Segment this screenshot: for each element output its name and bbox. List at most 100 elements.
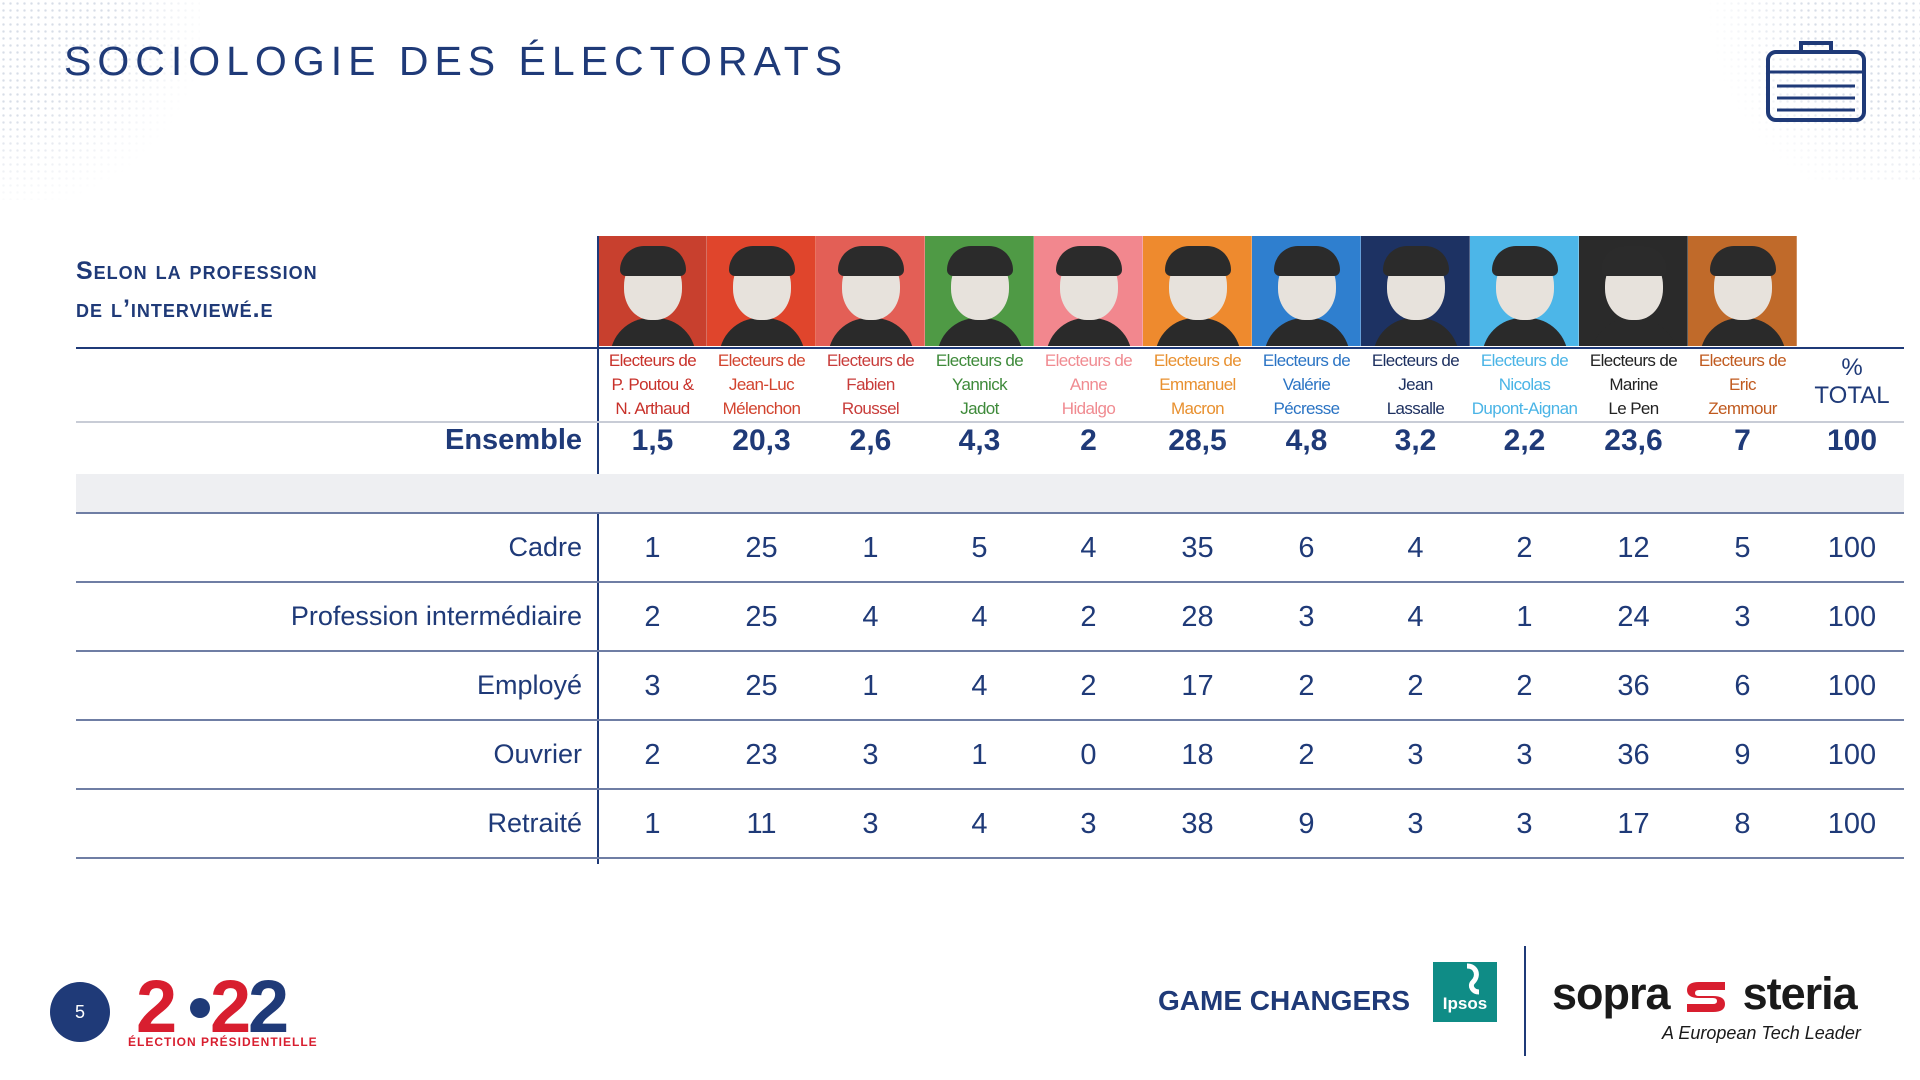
- column-header-line: Jean: [1398, 375, 1433, 394]
- candidate-photo: [1470, 236, 1579, 346]
- table-cell: 9: [1298, 808, 1315, 840]
- column-header-line: Jean-Luc: [728, 375, 795, 394]
- table-cell: 3: [1734, 601, 1751, 633]
- photo-shoulders: [719, 318, 805, 346]
- column-header: Electeurs de Fabien Roussel: [816, 348, 925, 422]
- photo-hair: [1492, 246, 1558, 276]
- table-cell: 1: [1516, 601, 1533, 633]
- candidate-photo: [816, 236, 925, 346]
- percent-sign: %: [1841, 354, 1863, 381]
- column-header: Electeurs de P. Poutou & N. Arthaud: [598, 348, 707, 422]
- photo-shoulders: [1591, 318, 1677, 346]
- ensemble-total: 100: [1826, 424, 1878, 457]
- table-cell: 3: [1080, 808, 1097, 840]
- column-header-line: Electeurs de: [1589, 351, 1678, 370]
- row-divider: [76, 788, 1904, 790]
- section-label-line1: Selon la profession: [76, 257, 318, 285]
- candidate-photos: [598, 236, 1797, 346]
- photo-shoulders: [1373, 318, 1459, 346]
- row-total: 100: [1827, 739, 1877, 771]
- column-header-line: N. Arthaud: [615, 399, 690, 418]
- column-header-line: Electeurs de: [1698, 351, 1787, 370]
- table-cell: 25: [745, 532, 778, 564]
- table-cell: 28: [1181, 601, 1214, 633]
- ensemble-value: 1,5: [631, 424, 674, 457]
- table-cell: 36: [1617, 670, 1650, 702]
- photo-hair: [947, 246, 1013, 276]
- row-values: 2 25 4 4 2 28 3 4 1 24 3: [598, 601, 1797, 634]
- column-header: Electeurs de Emmanuel Macron: [1143, 348, 1252, 422]
- divider: [76, 421, 1904, 423]
- table-cell: 5: [971, 532, 988, 564]
- photo-shoulders: [937, 318, 1023, 346]
- column-header: Electeurs de Eric Zemmour: [1688, 348, 1797, 422]
- table-cell: 17: [1617, 808, 1650, 840]
- column-header-line: Macron: [1170, 399, 1225, 418]
- table-cell: 3: [644, 670, 661, 702]
- table-row: Retraité 1 11 3 4 3 38 9 3 3 17 8 100: [0, 790, 1920, 859]
- table-cell: 6: [1734, 670, 1751, 702]
- table-row: Ouvrier 2 23 3 1 0 18 2 3 3 36 9 100: [0, 721, 1920, 790]
- row-label: Employé: [476, 670, 582, 700]
- table-cell: 3: [1407, 808, 1424, 840]
- ensemble-value: 2: [1080, 424, 1097, 457]
- divider: [76, 347, 1904, 349]
- column-header-line: Dupont-Aignan: [1471, 399, 1578, 418]
- photo-shoulders: [1155, 318, 1241, 346]
- candidate-photo: [1688, 236, 1797, 346]
- table-row: Profession intermédiaire 2 25 4 4 2 28 3 4 1 24 3 10…: [0, 583, 1920, 652]
- footer-separator: [1524, 946, 1526, 1056]
- candidate-photo: [1034, 236, 1143, 346]
- table-cell: 36: [1617, 739, 1650, 771]
- table-cell: 2: [1298, 670, 1315, 702]
- row-values: 1 11 3 4 3 38 9 3 3 17 8: [598, 808, 1797, 841]
- table-cell: 25: [745, 601, 778, 633]
- column-header: Electeurs de Marine Le Pen: [1579, 348, 1688, 422]
- table-cell: 4: [1407, 601, 1424, 633]
- column-header-line: Pécresse: [1273, 399, 1340, 418]
- game-changers-text: GAME CHANGERS: [1158, 985, 1411, 1016]
- ipsos-logo: Ipsos: [1433, 962, 1497, 1022]
- briefcase-icon: [1766, 41, 1866, 122]
- ensemble-label: Ensemble: [445, 424, 582, 456]
- ipsos-mark-icon: [1466, 963, 1480, 995]
- photo-hair: [1383, 246, 1449, 276]
- page-title: SOCIOLOGIE DES ÉLECTORATS: [64, 38, 849, 84]
- photo-hair: [1165, 246, 1231, 276]
- table-cell: 3: [1516, 739, 1533, 771]
- column-header-line: Fabien: [846, 375, 895, 394]
- row-total: 100: [1827, 532, 1877, 564]
- candidate-photo: [1579, 236, 1688, 346]
- table-cell: 5: [1734, 532, 1751, 564]
- ensemble-value: 23,6: [1604, 424, 1663, 457]
- ipsos-text: Ipsos: [1442, 994, 1488, 1013]
- column-header-line: Nicolas: [1498, 375, 1551, 394]
- table-cell: 38: [1181, 808, 1214, 840]
- table-cell: 2: [1516, 532, 1533, 564]
- election-caption: ÉLECTION PRÉSIDENTIELLE: [128, 1035, 318, 1049]
- table-cell: 11: [746, 808, 777, 840]
- column-header-line: Electeurs de: [1044, 351, 1133, 370]
- ensemble-value: 28,5: [1168, 424, 1227, 457]
- row-total: 100: [1827, 601, 1877, 633]
- candidate-photo: [1361, 236, 1470, 346]
- table-cell: 3: [1407, 739, 1424, 771]
- table-cell: 3: [1516, 808, 1533, 840]
- column-header-line: Yannick: [951, 375, 1008, 394]
- row-total: 100: [1827, 670, 1877, 702]
- table-cell: 2: [1407, 670, 1424, 702]
- row-values: 3 25 1 4 2 17 2 2 2 36 6: [598, 670, 1797, 703]
- photo-shoulders: [828, 318, 914, 346]
- ensemble-value: 3,2: [1394, 424, 1437, 457]
- photo-shoulders: [610, 318, 696, 346]
- table-cell: 4: [971, 601, 988, 633]
- column-header-line: Anne: [1069, 375, 1108, 394]
- column-header: Electeurs de Jean Lassalle: [1361, 348, 1470, 422]
- section-label: Selon la profession de l’interviewé.e: [76, 252, 506, 328]
- row-values: 2 23 3 1 0 18 2 3 3 36 9: [598, 739, 1797, 772]
- photo-hair: [729, 246, 795, 276]
- column-header-line: Eric: [1729, 375, 1756, 394]
- ensemble-value: 4,8: [1285, 424, 1328, 457]
- table-cell: 2: [1080, 670, 1097, 702]
- row-values: 1 25 1 5 4 35 6 4 2 12 5: [598, 532, 1797, 565]
